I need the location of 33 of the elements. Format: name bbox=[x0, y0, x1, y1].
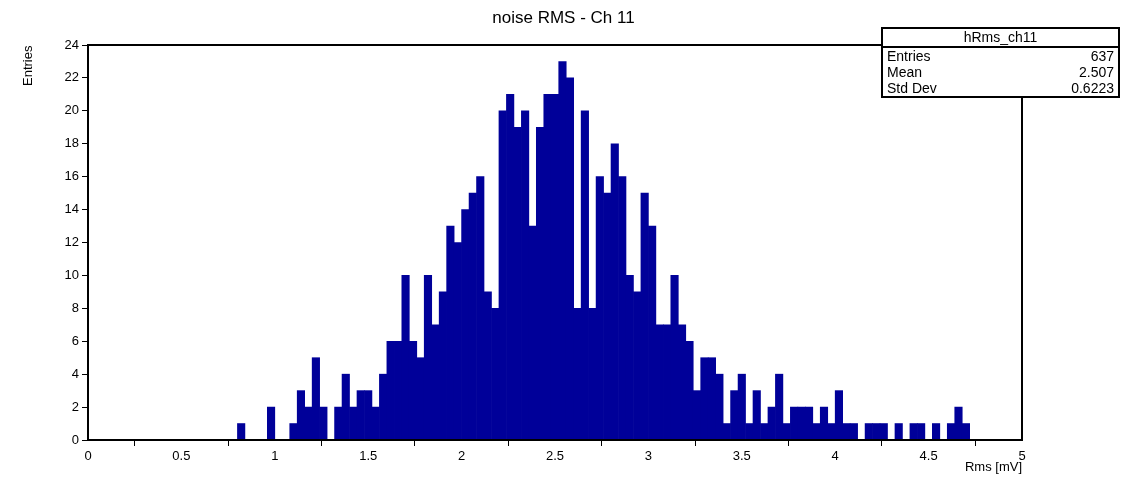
x-tick-label: 1 bbox=[271, 448, 279, 464]
y-tick-label: 12 bbox=[64, 234, 79, 250]
y-tick-label: 24 bbox=[64, 36, 79, 52]
y-tick-label: 22 bbox=[64, 69, 79, 85]
annotation: hRms_ch11 bbox=[883, 29, 1118, 48]
y-axis-title: Entries bbox=[20, 45, 35, 86]
text: 0.6223 bbox=[1071, 80, 1114, 96]
y-tick-label: 20 bbox=[64, 102, 79, 118]
y-tick-label: 14 bbox=[64, 201, 79, 217]
x-tick-label: 3.5 bbox=[732, 448, 751, 464]
x-tick-label: 1.5 bbox=[359, 448, 378, 464]
y-tick-label: 6 bbox=[71, 332, 79, 348]
annotation: Mean bbox=[887, 64, 923, 80]
y-tick-label: 8 bbox=[71, 299, 79, 315]
x-axis-title: Rms [mV] bbox=[964, 459, 1022, 474]
x-tick-label: 0 bbox=[84, 448, 92, 464]
text: 2.507 bbox=[1078, 64, 1114, 80]
y-tick-label: 16 bbox=[64, 168, 79, 184]
y-tick-label: 18 bbox=[64, 135, 79, 151]
x-tick-label: 0.5 bbox=[172, 448, 191, 464]
y-tick-label: 4 bbox=[71, 365, 79, 381]
x-tick-label: 3 bbox=[644, 448, 653, 464]
x-tick-label: 4.5 bbox=[919, 448, 938, 464]
x-tick-label: 2 bbox=[457, 448, 466, 464]
y-tick-label: 10 bbox=[64, 266, 79, 282]
x-tick-label: 2.5 bbox=[545, 448, 565, 464]
chart-title: noise RMS - Ch 11 bbox=[491, 8, 636, 28]
annotation: Entries bbox=[887, 48, 931, 64]
text: 637 bbox=[1090, 48, 1114, 64]
y-tick-label: 0 bbox=[71, 431, 79, 447]
annotation: Std Dev bbox=[887, 80, 937, 96]
y-tick-label: 2 bbox=[71, 398, 79, 414]
x-tick-label: 4 bbox=[831, 448, 839, 464]
